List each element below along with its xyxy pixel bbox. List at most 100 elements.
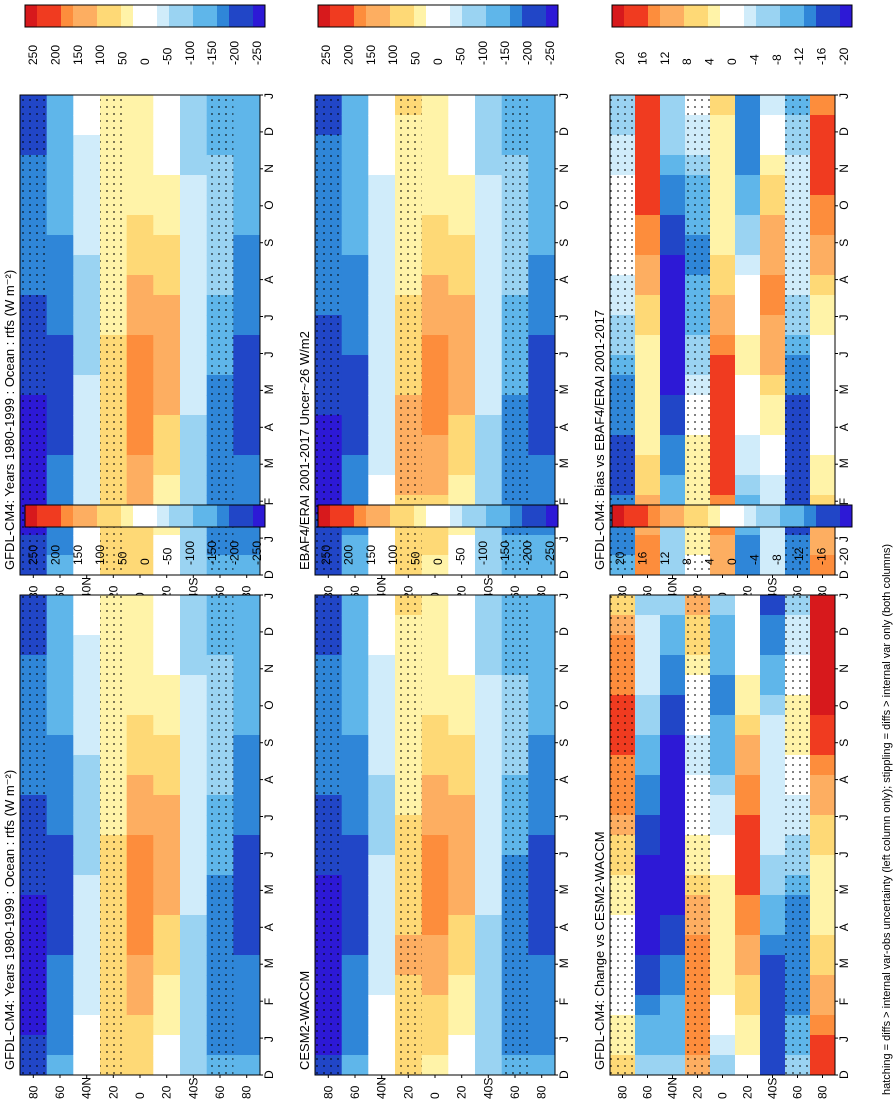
heat-cell bbox=[73, 795, 101, 816]
heat-cell bbox=[180, 655, 208, 676]
heat-cell bbox=[73, 355, 101, 376]
heat-cell bbox=[760, 1035, 786, 1056]
heat-cell bbox=[528, 475, 555, 496]
colorbar-swatch bbox=[342, 505, 355, 527]
heat-cell bbox=[475, 455, 503, 476]
colorbar-tick-label: 150 bbox=[364, 45, 378, 65]
heat-cell bbox=[660, 415, 686, 436]
heat-cell bbox=[528, 975, 555, 996]
heat-cell bbox=[710, 475, 736, 496]
colorbar-swatch bbox=[193, 5, 206, 27]
stippling bbox=[685, 95, 710, 575]
month-tick-label: D bbox=[837, 1070, 851, 1079]
heat-cell bbox=[180, 1035, 208, 1056]
heat-cell bbox=[368, 1015, 396, 1036]
month-tick-label: J bbox=[262, 1036, 276, 1042]
heat-cell bbox=[421, 675, 449, 696]
heat-cell bbox=[126, 335, 154, 356]
colorbar-swatch bbox=[624, 5, 637, 27]
month-tick-label: S bbox=[837, 739, 851, 747]
colorbar-tick-label: 100 bbox=[93, 545, 107, 565]
heat-cell bbox=[475, 555, 503, 575]
heat-cell bbox=[635, 1055, 661, 1075]
heat-cell bbox=[368, 295, 396, 316]
heat-cell bbox=[735, 955, 761, 976]
heat-cell bbox=[710, 875, 736, 896]
heat-cell bbox=[475, 675, 503, 696]
colorbar-swatch bbox=[318, 5, 331, 27]
heat-cell bbox=[475, 355, 503, 376]
heat-cell bbox=[126, 595, 154, 616]
month-tick-label: A bbox=[837, 276, 851, 284]
heat-cell bbox=[660, 535, 686, 556]
heat-cell bbox=[810, 435, 835, 456]
heat-cell bbox=[233, 535, 260, 556]
heat-cell bbox=[153, 635, 181, 656]
panel-title: GFDL-CM4: Years 1980-1999 : Ocean : rtfs… bbox=[2, 770, 17, 1070]
stippling bbox=[206, 95, 234, 575]
heat-cell bbox=[810, 995, 835, 1016]
heat-cell bbox=[660, 395, 686, 416]
heat-cell bbox=[180, 415, 208, 436]
heat-cell bbox=[660, 375, 686, 396]
heat-cell bbox=[46, 475, 74, 496]
heat-cell bbox=[233, 735, 260, 756]
heat-cell bbox=[448, 215, 476, 236]
heat-cell bbox=[528, 835, 555, 856]
heat-cell bbox=[368, 675, 396, 696]
heat-cell bbox=[73, 415, 101, 436]
heat-cell bbox=[46, 395, 74, 416]
heat-cell bbox=[635, 675, 661, 696]
heat-cell bbox=[421, 415, 449, 436]
heat-cell bbox=[341, 735, 369, 756]
heat-cell bbox=[660, 835, 686, 856]
heat-cell bbox=[635, 715, 661, 736]
heat-cell bbox=[528, 355, 555, 376]
month-tick-label: J bbox=[557, 593, 571, 599]
panel-6: 80 60 40N 20 0 20 40S 60 80DJFMAMJJASONDJGFDL-CM… bbox=[592, 504, 853, 1099]
heat-cell bbox=[635, 115, 661, 136]
colorbar-swatch bbox=[426, 5, 439, 27]
heat-cell bbox=[448, 695, 476, 716]
heat-cell bbox=[341, 915, 369, 936]
colorbar-swatch bbox=[205, 5, 218, 27]
heat-cell bbox=[810, 295, 835, 316]
stippling bbox=[395, 95, 422, 575]
heat-cell bbox=[421, 535, 449, 556]
heat-cell bbox=[368, 635, 396, 656]
colorbar-swatch bbox=[768, 5, 781, 27]
heat-cell bbox=[710, 675, 736, 696]
heat-cell bbox=[710, 115, 736, 136]
heat-cell bbox=[475, 795, 503, 816]
heat-cell bbox=[710, 195, 736, 216]
heat-cell bbox=[126, 615, 154, 636]
heat-cell bbox=[635, 235, 661, 256]
heat-cell bbox=[233, 155, 260, 176]
heat-cell bbox=[341, 795, 369, 816]
heat-cell bbox=[421, 455, 449, 476]
heat-cell bbox=[126, 215, 154, 236]
heat-cell bbox=[233, 955, 260, 976]
heat-cell bbox=[153, 175, 181, 196]
heat-cell bbox=[760, 235, 786, 256]
heat-cell bbox=[153, 695, 181, 716]
heat-cell bbox=[341, 1055, 369, 1075]
heat-cell bbox=[368, 715, 396, 736]
heat-cell bbox=[153, 975, 181, 996]
heat-cell bbox=[46, 955, 74, 976]
heat-cell bbox=[528, 935, 555, 956]
colorbar-swatch bbox=[133, 505, 146, 527]
heat-cell bbox=[153, 195, 181, 216]
heat-cell bbox=[448, 635, 476, 656]
heat-cell bbox=[528, 375, 555, 396]
colorbar-tick-label: -250 bbox=[250, 41, 264, 65]
heat-cell bbox=[810, 1035, 835, 1056]
heat-cell bbox=[368, 195, 396, 216]
heat-cell bbox=[153, 995, 181, 1016]
heat-cell bbox=[126, 935, 154, 956]
colorbar-swatch bbox=[438, 5, 451, 27]
heat-cell bbox=[528, 655, 555, 676]
heat-cell bbox=[126, 375, 154, 396]
heat-cell bbox=[421, 315, 449, 336]
colorbar-swatch bbox=[109, 505, 122, 527]
